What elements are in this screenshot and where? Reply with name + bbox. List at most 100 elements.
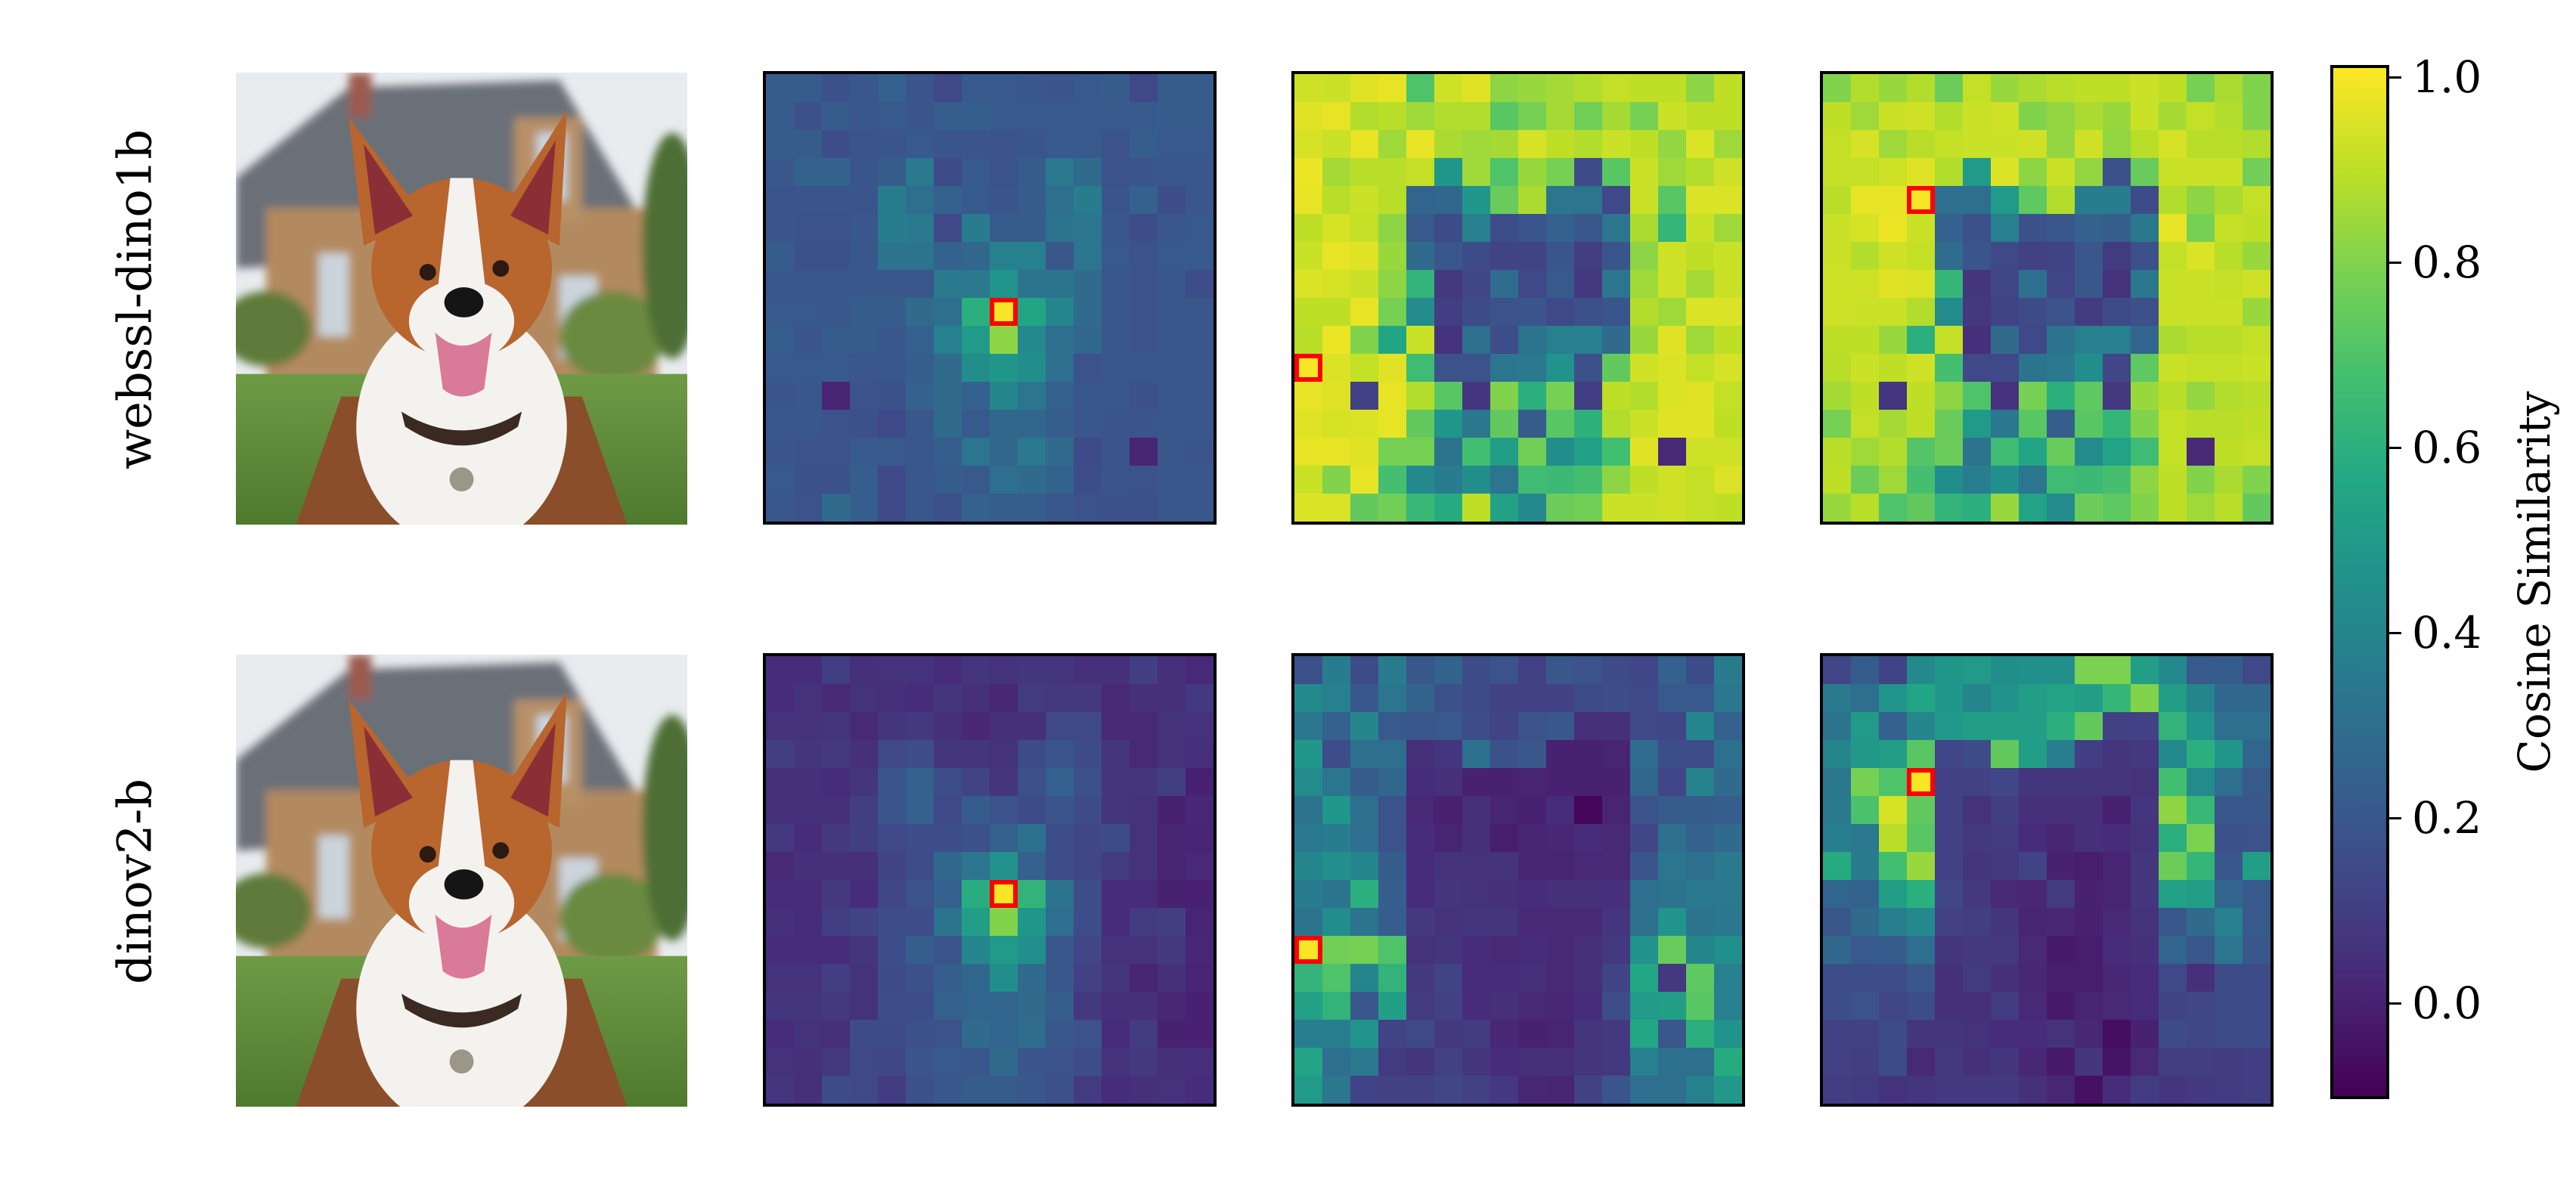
heatmap-cell: [2131, 852, 2159, 880]
heatmap-cell: [2215, 410, 2243, 438]
heatmap-cell: [1630, 768, 1658, 796]
heatmap-cell: [2243, 354, 2271, 382]
heatmap-cell: [850, 382, 878, 410]
heatmap-cell: [1602, 880, 1630, 908]
heatmap-cell: [1851, 158, 1879, 186]
heatmap-cell: [1546, 1048, 1574, 1076]
heatmap-cell: [850, 298, 878, 326]
heatmap-cell: [794, 158, 822, 186]
heatmap-cell: [1074, 852, 1102, 880]
query-patch-highlight: [1907, 768, 1935, 796]
heatmap-cell: [2131, 354, 2159, 382]
heatmap-cell: [1574, 326, 1602, 354]
heatmap-cell: [1158, 796, 1186, 824]
heatmap-cell: [878, 410, 906, 438]
heatmap-cell: [1186, 158, 1214, 186]
heatmap-cell: [1434, 214, 1462, 242]
heatmap-cell: [1686, 712, 1714, 740]
heatmap-cell: [794, 382, 822, 410]
heatmap-cell: [850, 684, 878, 712]
heatmap-cell: [1102, 908, 1130, 936]
heatmap-cell: [1130, 824, 1158, 852]
heatmap-cell: [1186, 712, 1214, 740]
heatmap-cell: [1406, 382, 1434, 410]
heatmap-cell: [1991, 410, 2019, 438]
heatmap-cell: [1879, 880, 1907, 908]
heatmap-cell: [1158, 130, 1186, 158]
heatmap-cell: [934, 936, 962, 964]
heatmap-cell: [1546, 298, 1574, 326]
colorbar-tick-label: 1.0: [2412, 51, 2482, 104]
heatmap-cell: [822, 1076, 850, 1104]
heatmap-cell: [1907, 74, 1935, 102]
heatmap-cell: [1658, 992, 1686, 1020]
heatmap-cell: [1462, 852, 1490, 880]
heatmap-cell: [1574, 102, 1602, 130]
heatmap-cell: [1322, 824, 1350, 852]
heatmap-cell: [1574, 712, 1602, 740]
heatmap-cell: [1686, 880, 1714, 908]
heatmap-cell: [1130, 438, 1158, 466]
heatmap-cell: [1991, 768, 2019, 796]
heatmap-cell: [1322, 270, 1350, 298]
heatmap-cell: [1378, 242, 1406, 270]
heatmap-cell: [1018, 852, 1046, 880]
heatmap-cell: [2187, 186, 2215, 214]
heatmap-cell: [1018, 1076, 1046, 1104]
heatmap-cell: [2243, 102, 2271, 130]
heatmap-cell: [1322, 740, 1350, 768]
heatmap-cell: [1434, 466, 1462, 494]
heatmap-cell: [1294, 186, 1322, 214]
heatmap-cell: [2187, 768, 2215, 796]
heatmap-cell: [878, 326, 906, 354]
heatmap-cell: [934, 494, 962, 522]
heatmap-cell: [1823, 740, 1851, 768]
heatmap-cell: [1823, 796, 1851, 824]
heatmap-cell: [1602, 768, 1630, 796]
heatmap-cell: [1991, 354, 2019, 382]
heatmap-cell: [1490, 382, 1518, 410]
heatmap-cell: [1158, 186, 1186, 214]
colorbar-tick: [2389, 632, 2401, 635]
heatmap-cell: [1714, 410, 1742, 438]
heatmap-cell: [2159, 684, 2187, 712]
heatmap-cell: [2215, 242, 2243, 270]
heatmap-cell: [1991, 466, 2019, 494]
heatmap-cell: [1130, 102, 1158, 130]
heatmap-cell: [1294, 382, 1322, 410]
heatmap-cell: [1935, 438, 1963, 466]
heatmap-cell: [962, 908, 990, 936]
heatmap-cell: [1823, 908, 1851, 936]
heatmap-cell: [1963, 326, 1991, 354]
heatmap-cell: [1158, 242, 1186, 270]
heatmap-cell: [1018, 466, 1046, 494]
heatmap-cell: [794, 768, 822, 796]
heatmap-cell: [2075, 438, 2103, 466]
heatmap-cell: [2047, 964, 2075, 992]
heatmap-cell: [1907, 382, 1935, 410]
heatmap-cell: [1574, 382, 1602, 410]
heatmap-cell: [1018, 298, 1046, 326]
heatmap-cell: [1602, 74, 1630, 102]
heatmap-cell: [1406, 298, 1434, 326]
heatmap-cell: [822, 1020, 850, 1048]
heatmap-cell: [766, 270, 794, 298]
heatmap-cell: [822, 824, 850, 852]
heatmap-cell: [1350, 410, 1378, 438]
heatmap-cell: [1714, 712, 1742, 740]
heatmap-cell: [2075, 354, 2103, 382]
heatmap-cell: [850, 74, 878, 102]
heatmap-cell: [1074, 270, 1102, 298]
heatmap-cell: [1658, 936, 1686, 964]
heatmap-cell: [934, 824, 962, 852]
heatmap-cell: [1102, 130, 1130, 158]
heatmap-cell: [1574, 684, 1602, 712]
heatmap-cell: [878, 438, 906, 466]
heatmap-cell: [1490, 242, 1518, 270]
heatmap-cell: [906, 1076, 934, 1104]
heatmap-cell: [1102, 158, 1130, 186]
heatmap-cell: [1046, 684, 1074, 712]
heatmap-cell: [1963, 1076, 1991, 1104]
heatmap-cell: [1406, 768, 1434, 796]
heatmap-cell: [1963, 242, 1991, 270]
